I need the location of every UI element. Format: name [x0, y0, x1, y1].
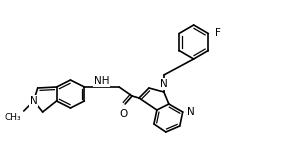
Text: N: N — [160, 79, 168, 89]
Text: N: N — [187, 107, 195, 117]
Text: F: F — [215, 28, 221, 38]
Text: O: O — [119, 109, 127, 119]
Text: NH: NH — [94, 76, 110, 86]
Text: CH₃: CH₃ — [4, 113, 21, 122]
Text: N: N — [30, 96, 37, 106]
